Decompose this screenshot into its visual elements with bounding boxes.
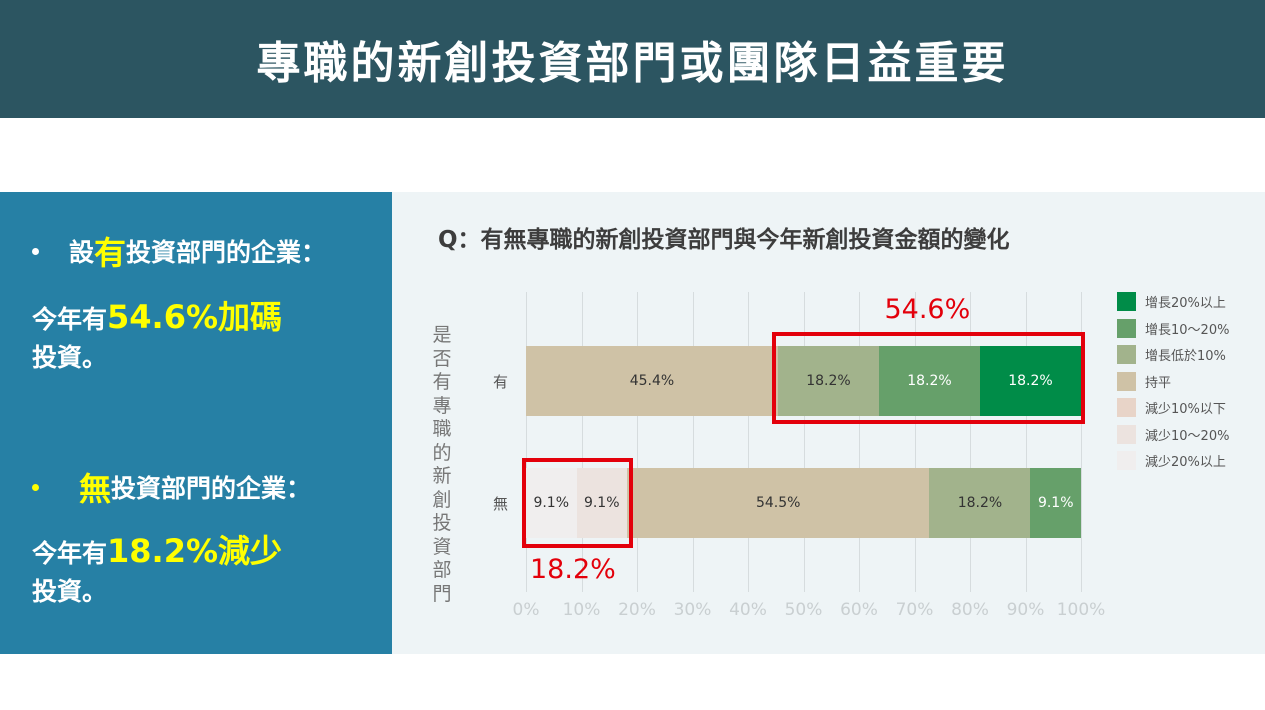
x-gridline: [1025, 292, 1027, 592]
bar-value-label: 18.2%: [907, 373, 952, 389]
stat-post: 投資。: [32, 577, 108, 606]
bar-segment: 18.2%: [979, 346, 1081, 416]
legend-label: 減少10%以下: [1145, 402, 1226, 417]
legend-label: 持平: [1145, 375, 1172, 391]
legend-item: 增長低於10%: [1117, 345, 1226, 364]
title-bar: 專職的新創投資部門或團隊日益重要: [0, 0, 1265, 118]
highlight-box: [522, 458, 633, 548]
bullet-dot-icon: [32, 483, 39, 491]
legend-label: 增長10～20%: [1145, 322, 1230, 338]
stat-pre: 今年有: [32, 539, 108, 568]
bullet-highlight: 有: [94, 234, 127, 272]
x-tick-label: 90%: [1006, 600, 1045, 620]
x-tick-label: 80%: [951, 600, 989, 620]
bar-value-label: 9.1%: [1037, 495, 1074, 511]
legend-label: 增長低於10%: [1145, 349, 1226, 364]
stat-line-decrease: 今年有18.2%減少投資。: [32, 526, 282, 608]
summary-panel: 設有投資部門的企業： 今年有54.6%加碼 投資。 無投資部門的企業： 今年有18…: [0, 192, 392, 654]
legend-swatch: [1117, 371, 1136, 391]
chart-y-axis-label: 是否有專職的新創投資部門: [432, 324, 452, 605]
bar-segment: 9.1%: [526, 468, 577, 538]
category-label: 無: [493, 495, 509, 513]
x-tick-label: 0%: [512, 600, 540, 620]
x-tick-label: 40%: [729, 600, 767, 620]
x-gridline: [1081, 292, 1082, 592]
category-label: 有: [493, 373, 509, 391]
bar-segment: 54.5%: [627, 468, 930, 538]
bullet-post: 投資部門的企業：: [111, 474, 312, 503]
legend-swatch: [1117, 424, 1136, 444]
chart-title: Q：有無專職的新創投資部門與今年新創投資金額的變化: [438, 227, 1010, 253]
bar-value-label: 45.4%: [629, 373, 675, 389]
bullet-post: 投資部門的企業：: [126, 238, 327, 267]
x-tick-label: 10%: [562, 600, 601, 620]
bullet-pre: 設: [69, 238, 95, 267]
legend-swatch: [1117, 398, 1136, 417]
x-gridline: [526, 292, 527, 592]
legend-label: 減少10～20%: [1145, 428, 1230, 444]
x-tick-label: 20%: [618, 600, 656, 620]
bar-value-label: 9.1%: [533, 495, 570, 511]
x-gridline: [859, 292, 860, 592]
legend-item: 減少20%以上: [1117, 451, 1226, 470]
x-gridline: [914, 292, 916, 592]
stat-line-increase: 今年有54.6%加碼投資。: [32, 292, 282, 374]
bullet-without-dept: 無投資部門的企業：: [32, 464, 311, 510]
bullet-with-dept: 設有投資部門的企業：: [32, 228, 326, 274]
legend-label: 增長20%以上: [1145, 296, 1226, 311]
legend-item: 減少10～20%: [1117, 424, 1230, 444]
highlight-annotation: 18.2%: [530, 554, 616, 585]
bar-segment: 18.2%: [777, 346, 879, 416]
bar-segment: 18.2%: [878, 346, 980, 416]
slide-title: 專職的新創投資部門或團隊日益重要: [256, 38, 1009, 89]
stat-post: 投資。: [32, 343, 108, 372]
x-tick-label: 100%: [1056, 600, 1106, 620]
bar-segment: 18.2%: [929, 468, 1031, 538]
bar-segment: 9.1%: [576, 468, 627, 538]
x-tick-label: 70%: [895, 600, 934, 620]
x-gridline: [637, 292, 638, 592]
stat-highlight: 18.2%減少: [107, 532, 283, 570]
legend-swatch: [1117, 451, 1136, 470]
legend-swatch: [1117, 292, 1136, 311]
legend-item: 減少10%以下: [1117, 398, 1226, 417]
highlight-annotation: 54.6%: [884, 294, 971, 325]
chart-panel: Q：有無專職的新創投資部門與今年新創投資金額的變化 是否有專職的新創投資部門 0…: [392, 192, 1265, 654]
bar-value-label: 54.5%: [755, 495, 801, 511]
stat-highlight: 54.6%加碼: [107, 298, 283, 336]
bar-segment: 9.1%: [1030, 468, 1081, 538]
legend-item: 持平: [1117, 371, 1172, 391]
bullet-dot-icon: [32, 247, 39, 255]
bar-value-label: 18.2%: [957, 495, 1003, 511]
bar-value-label: 18.2%: [806, 373, 851, 389]
x-gridline: [803, 292, 805, 592]
x-tick-label: 30%: [673, 600, 712, 620]
x-gridline: [581, 292, 583, 592]
bar-segment: 45.4%: [526, 346, 778, 416]
legend-label: 減少20%以上: [1145, 455, 1226, 470]
legend-item: 增長10～20%: [1117, 318, 1230, 338]
bar-value-label: 18.2%: [1008, 373, 1053, 389]
legend-item: 增長20%以上: [1117, 292, 1226, 311]
bullet-highlight: 無: [79, 470, 112, 508]
x-tick-label: 50%: [784, 600, 823, 620]
x-gridline: [970, 292, 971, 592]
legend-swatch: [1117, 345, 1136, 364]
stat-pre: 今年有: [32, 305, 108, 334]
x-gridline: [692, 292, 694, 592]
x-tick-label: 60%: [840, 600, 878, 620]
bar-value-label: 9.1%: [583, 495, 620, 511]
legend-swatch: [1117, 318, 1136, 338]
highlight-box: [771, 332, 1085, 424]
x-gridline: [748, 292, 749, 592]
